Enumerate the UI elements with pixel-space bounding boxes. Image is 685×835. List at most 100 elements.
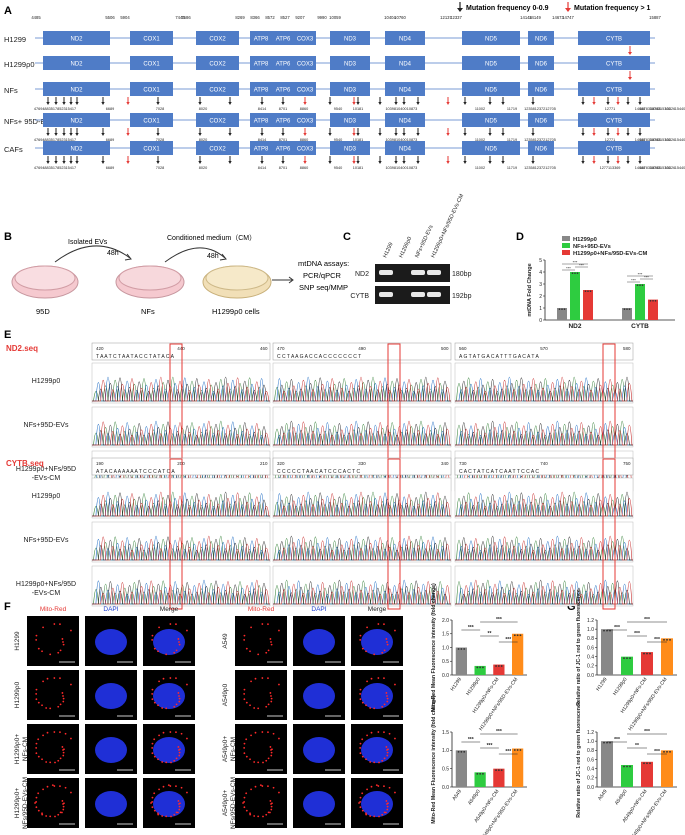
- arrow-head-icon: [402, 161, 406, 164]
- mito-dot: [63, 748, 65, 751]
- gene-label: COX1: [143, 37, 160, 43]
- mito-dot: [378, 815, 380, 818]
- mito-dot: [245, 738, 248, 741]
- position-label: 10404: [384, 15, 396, 20]
- highlight-box: [387, 458, 401, 610]
- mito-dot: [169, 731, 172, 733]
- y-tick-label: 1.0: [442, 645, 449, 651]
- y-axis-label: Relative ratio of JC-1 red to green fluo…: [576, 589, 582, 706]
- category-label: CYTB: [631, 323, 649, 330]
- position-label: 8527: [280, 15, 290, 20]
- seq-title: ND2.seq: [6, 344, 38, 353]
- chromatogram-box: [272, 477, 452, 519]
- mito-dot: [378, 761, 380, 764]
- position-label: 14673: [552, 15, 564, 20]
- y-tick-label: 4: [539, 270, 542, 276]
- mito-dot: [41, 813, 44, 816]
- gene-label: ND5: [485, 119, 498, 125]
- gel-row-label: ND2: [355, 271, 369, 278]
- gene-box: [250, 82, 272, 96]
- gene-label: ND6: [535, 88, 548, 94]
- sig-label: ***: [579, 263, 584, 268]
- mito-dot: [243, 693, 246, 695]
- mito-dot: [261, 623, 264, 625]
- position-label: 10059: [329, 15, 341, 20]
- mito-dot: [70, 737, 72, 740]
- mito-dot: [70, 629, 72, 632]
- mutation-position: 1504315301: [649, 107, 670, 111]
- mito-dot: [270, 751, 273, 754]
- mutation-position: 1478314783: [639, 107, 660, 111]
- gene-label: COX3: [297, 37, 314, 43]
- gel-band: [379, 270, 393, 275]
- mito-dot: [365, 758, 367, 761]
- gene-label: COX2: [209, 62, 226, 68]
- ruler-label: 440: [177, 346, 185, 351]
- mito-dot: [41, 758, 43, 761]
- mito-dot: [370, 731, 373, 734]
- data-point: [646, 762, 648, 765]
- mito-dot: [243, 747, 246, 749]
- row-label: CAFs: [4, 145, 23, 154]
- mito-dot: [386, 697, 389, 700]
- mito-dot: [35, 801, 38, 803]
- mito-dot: [61, 811, 63, 814]
- mito-dot: [178, 695, 180, 697]
- category-label: A549ρ0: [614, 789, 629, 807]
- data-point: [513, 749, 516, 751]
- gel-band: [411, 292, 425, 297]
- gene-label: COX1: [143, 119, 160, 125]
- mito-dot: [169, 623, 172, 625]
- data-point: [513, 634, 516, 637]
- data-point: [626, 308, 628, 311]
- mito-dot: [59, 731, 61, 734]
- arrow-head-icon: [463, 102, 467, 105]
- red-arrow-head-icon: [628, 52, 632, 55]
- mito-dot: [150, 802, 152, 804]
- mito-dot: [151, 639, 154, 641]
- mito-dot: [158, 626, 160, 629]
- arrow-head-icon: [488, 133, 492, 136]
- mito-dot: [243, 806, 246, 809]
- panel-label-g: G: [567, 601, 576, 613]
- mito-dot: [383, 703, 386, 706]
- mito-dot: [254, 677, 257, 680]
- mito-dot: [34, 802, 36, 804]
- gene-label: COX2: [209, 88, 226, 94]
- mutation-position: 47694883517852315417: [34, 138, 76, 142]
- mutation-position: 12771: [605, 138, 616, 142]
- micrograph-tile: [235, 724, 287, 774]
- arrow-head-icon: [101, 133, 105, 136]
- mito-dot: [383, 677, 385, 680]
- data-point: [641, 284, 644, 287]
- sig-label: ***: [644, 275, 649, 280]
- sig-label: ***: [654, 637, 660, 643]
- bar: [661, 750, 673, 787]
- gene-box: [385, 56, 425, 70]
- mito-dot: [186, 737, 188, 740]
- mito-dot: [63, 802, 65, 805]
- mito-dot: [177, 638, 180, 640]
- data-point: [576, 272, 579, 275]
- mito-dot: [161, 815, 164, 817]
- gene-label: ND3: [344, 147, 357, 153]
- arrow-head-icon: [626, 102, 630, 105]
- mito-dot: [62, 808, 65, 811]
- ruler-label: 460: [260, 346, 268, 351]
- position-label: 5904: [120, 15, 130, 20]
- mito-dot: [62, 751, 65, 754]
- bar: [661, 638, 673, 675]
- mito-dot: [157, 812, 159, 815]
- sample-label: H1299ρ0+NFs/95D: [16, 466, 76, 473]
- gene-box: [43, 31, 110, 45]
- sequence-header: [272, 342, 452, 361]
- data-point: [516, 634, 519, 637]
- arrow-head-icon: [606, 102, 610, 105]
- gene-box: [43, 113, 110, 127]
- arrow-head-icon: [156, 102, 160, 105]
- position-label: 12337: [450, 15, 462, 20]
- ruler-label: 330: [358, 461, 366, 466]
- y-tick-label: 0.6: [587, 757, 594, 763]
- legend-swatch: [562, 243, 570, 248]
- sig-label: ***: [634, 631, 640, 637]
